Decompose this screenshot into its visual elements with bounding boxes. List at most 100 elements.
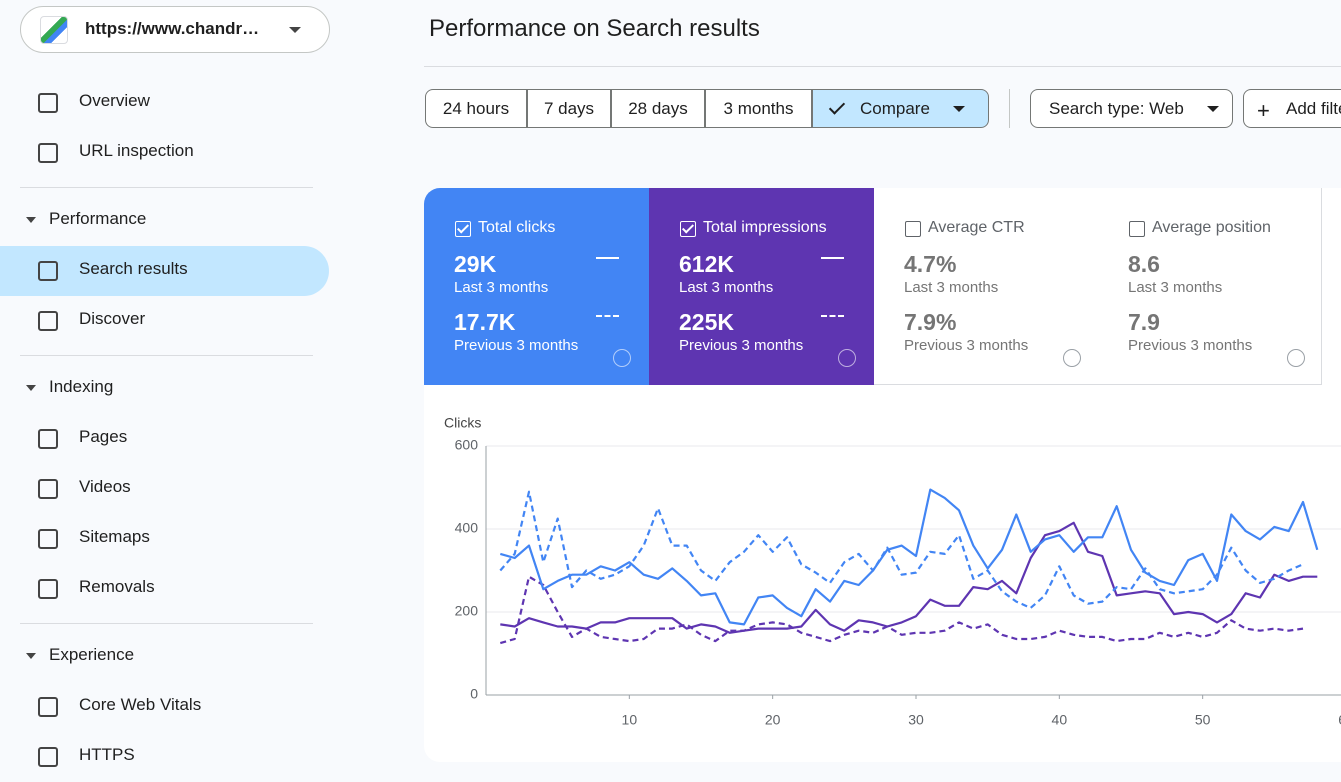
metric-value: 8.6 <box>1128 251 1160 277</box>
checkbox-tick <box>456 221 470 234</box>
metric-value: 29K <box>454 251 497 277</box>
add-filter-label: Add filter <box>1286 99 1341 118</box>
nav-icon <box>38 529 58 549</box>
nav-icon <box>38 479 58 499</box>
x-tick-label: 40 <box>1052 712 1068 728</box>
help-icon[interactable] <box>838 349 856 367</box>
help-icon[interactable] <box>1287 349 1305 367</box>
dropdown-arrow <box>953 106 965 112</box>
page-title: Performance on Search results <box>429 15 760 42</box>
checkbox-tick <box>681 221 695 234</box>
section-title[interactable]: Indexing <box>49 377 114 396</box>
metric-period: Last 3 months <box>454 279 549 296</box>
nav-icon <box>38 93 58 113</box>
y-tick-label: 0 <box>470 686 478 702</box>
range-label: 24 hours <box>442 99 510 118</box>
nav-item[interactable]: Removals <box>79 577 155 596</box>
range-button[interactable]: 28 days <box>611 89 705 128</box>
metric-period: Last 3 months <box>679 279 774 296</box>
y-tick-label: 400 <box>455 520 479 536</box>
metric-label: Total impressions <box>703 219 827 236</box>
nav-icon <box>38 143 58 163</box>
nav-item[interactable]: Videos <box>79 477 131 496</box>
metric-value: 17.7K <box>454 309 516 335</box>
divider <box>20 187 313 188</box>
y-tick-label: 600 <box>455 437 479 453</box>
section-title[interactable]: Experience <box>49 645 135 664</box>
nav-icon <box>38 311 58 331</box>
nav-item[interactable]: URL inspection <box>79 141 194 160</box>
legend-solid <box>596 257 619 259</box>
nav-icon <box>38 579 58 599</box>
site-logo <box>40 16 68 44</box>
nav-item[interactable]: Sitemaps <box>79 527 150 546</box>
compare-label: Compare <box>860 99 930 118</box>
nav-item[interactable]: Pages <box>79 427 128 446</box>
nav-item[interactable]: Discover <box>79 309 146 328</box>
metric-period: Previous 3 months <box>904 337 1029 354</box>
series-line <box>499 488 1319 626</box>
site-url: https://www.chandr… <box>85 19 260 38</box>
metric-card[interactable]: Total clicks 29K Last 3 months 17.7K Previou… <box>424 188 649 385</box>
nav-icon <box>38 697 58 717</box>
range-button[interactable]: 24 hours <box>425 89 527 128</box>
nav-item[interactable]: Overview <box>79 91 150 110</box>
plus-icon: + <box>1257 98 1270 123</box>
add-filter-button[interactable]: + Add filter <box>1243 89 1341 128</box>
metric-card[interactable]: Average position 8.6 Last 3 months 7.9 Previ… <box>1098 188 1322 385</box>
series-line <box>500 521 1318 634</box>
x-tick-label: 50 <box>1195 712 1211 728</box>
metric-label: Average CTR <box>928 219 1025 236</box>
site-selector[interactable] <box>20 6 330 53</box>
metric-card[interactable]: Total impressions 612K Last 3 months 225K Pr… <box>649 188 874 385</box>
nav-item[interactable]: Search results <box>79 259 188 278</box>
section-title[interactable]: Performance <box>49 209 147 228</box>
chart: Clicks 0 200 400 600 10 20 30 40 50 60 <box>444 415 1341 728</box>
check-icon <box>828 98 846 115</box>
metric-value: 225K <box>679 309 734 335</box>
metric-period: Last 3 months <box>904 279 999 296</box>
y-axis-label: Clicks <box>444 415 481 431</box>
metric-period: Previous 3 months <box>1128 337 1253 354</box>
header-divider <box>424 66 1341 67</box>
checkbox[interactable] <box>680 221 696 237</box>
nav-icon <box>38 747 58 767</box>
section-arrow <box>26 217 36 223</box>
series-line <box>499 575 1304 645</box>
dropdown-arrow <box>1207 106 1219 112</box>
metric-period: Previous 3 months <box>454 337 579 354</box>
x-tick-label: 20 <box>765 712 781 728</box>
x-tick-label: 60 <box>1338 712 1341 728</box>
divider <box>20 355 313 356</box>
search-type-label: Search type: Web <box>1049 99 1184 118</box>
nav-icon <box>38 261 58 281</box>
section-arrow <box>26 653 36 659</box>
separator <box>1009 89 1010 128</box>
nav-item[interactable]: Core Web Vitals <box>79 695 202 714</box>
legend-solid <box>821 257 844 259</box>
search-type-button[interactable]: Search type: Web <box>1030 89 1233 128</box>
metric-value: 4.7% <box>904 251 957 277</box>
compare-button[interactable]: Compare <box>812 89 989 128</box>
range-label: 3 months <box>723 99 794 118</box>
legend-dashed <box>596 315 619 317</box>
metric-period: Last 3 months <box>1128 279 1223 296</box>
checkbox[interactable] <box>1129 221 1145 237</box>
metric-value: 7.9% <box>904 309 957 335</box>
x-tick-label: 30 <box>908 712 924 728</box>
metric-period: Previous 3 months <box>679 337 804 354</box>
nav-icon <box>38 429 58 449</box>
nav-active-bg <box>0 246 329 296</box>
help-icon[interactable] <box>613 349 631 367</box>
section-arrow <box>26 385 36 391</box>
metric-card[interactable]: Average CTR 4.7% Last 3 months 7.9% Previous… <box>874 188 1099 385</box>
dropdown-arrow <box>289 27 301 33</box>
range-button[interactable]: 7 days <box>527 89 611 128</box>
checkbox[interactable] <box>905 221 921 237</box>
checkbox[interactable] <box>455 221 471 237</box>
legend-dashed <box>821 315 844 317</box>
nav-item[interactable]: HTTPS <box>79 745 135 764</box>
range-button[interactable]: 3 months <box>705 89 812 128</box>
help-icon[interactable] <box>1063 349 1081 367</box>
